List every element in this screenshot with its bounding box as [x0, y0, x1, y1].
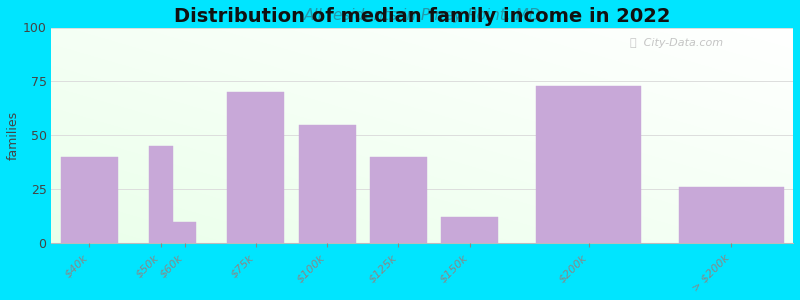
Bar: [149, 146, 173, 243]
Bar: [442, 217, 498, 243]
Text: ⓘ  City-Data.com: ⓘ City-Data.com: [630, 38, 723, 48]
Title: Distribution of median family income in 2022: Distribution of median family income in …: [174, 7, 670, 26]
Bar: [61, 157, 118, 243]
Bar: [370, 157, 427, 243]
Bar: [536, 86, 641, 243]
Bar: [173, 221, 197, 243]
Bar: [679, 187, 783, 243]
Y-axis label: families: families: [7, 111, 20, 160]
Text: All residents in Piney Point, MD: All residents in Piney Point, MD: [303, 8, 541, 23]
Bar: [298, 124, 356, 243]
Bar: [227, 92, 284, 243]
